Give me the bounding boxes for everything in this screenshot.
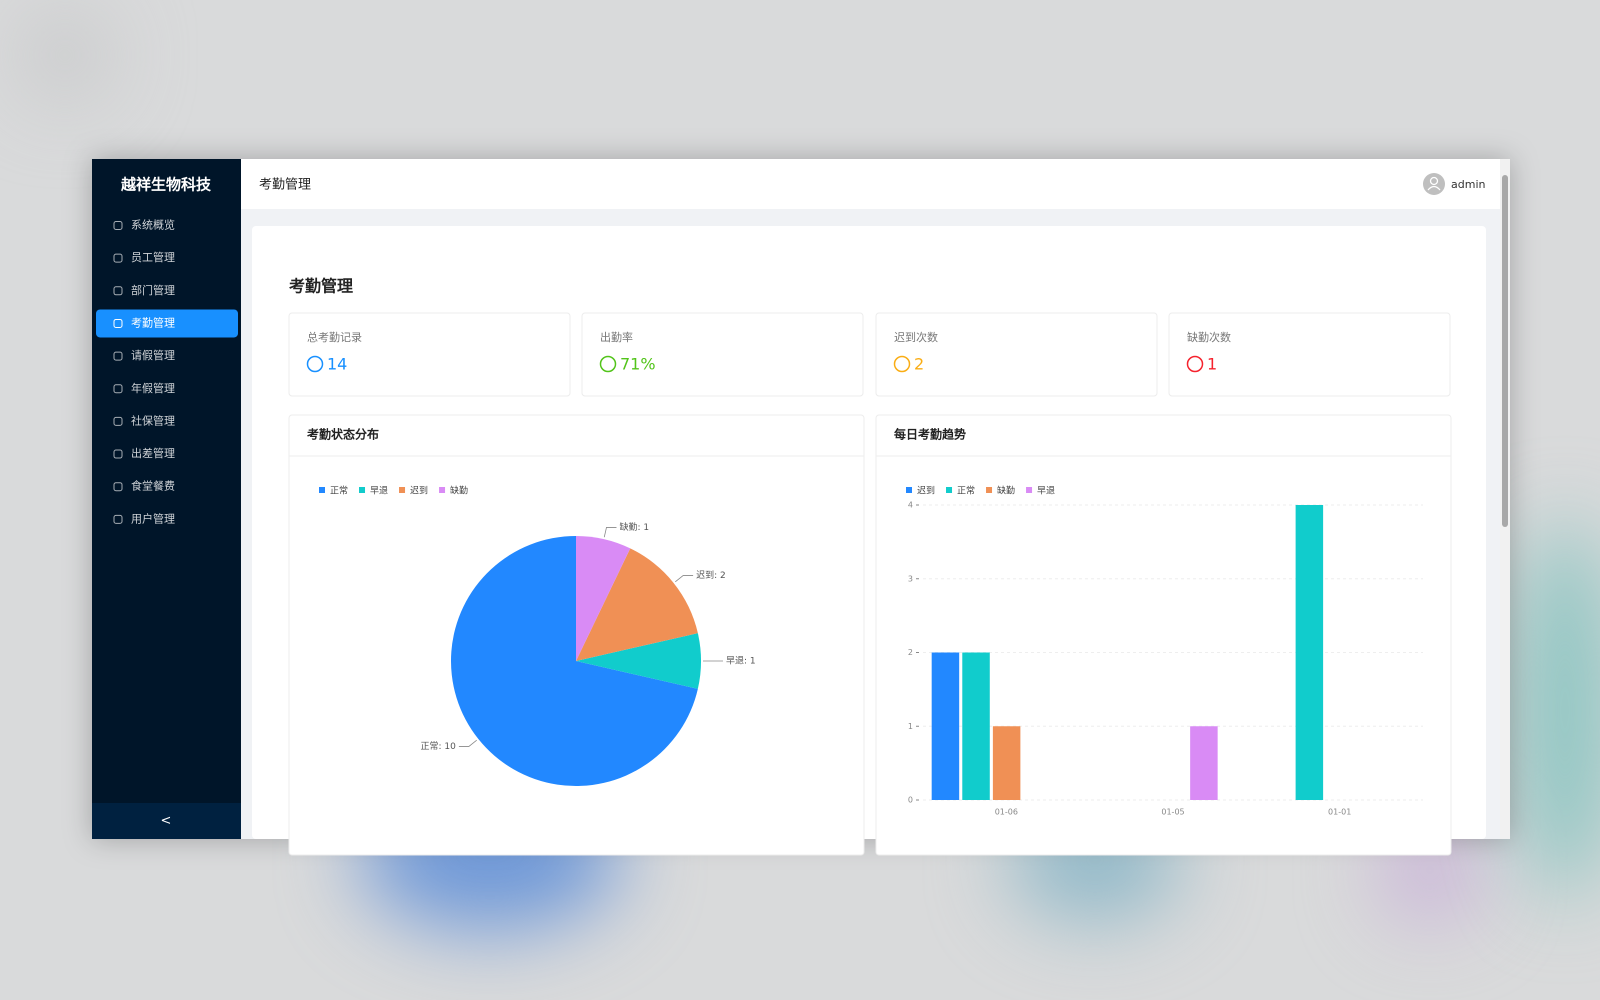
legend-swatch[interactable] bbox=[986, 487, 993, 493]
legend-swatch[interactable] bbox=[1026, 487, 1033, 493]
pie-leader bbox=[458, 739, 477, 747]
y-tick-label: 4 bbox=[908, 501, 913, 510]
menu-item[interactable]: 年假管理 bbox=[131, 381, 175, 395]
menu-icon bbox=[113, 286, 123, 296]
pie-label: 早退: 1 bbox=[726, 656, 756, 667]
menu-item[interactable]: 用户管理 bbox=[131, 511, 175, 525]
bg-blob bbox=[20, 10, 110, 100]
legend-swatch[interactable] bbox=[906, 487, 912, 493]
x-tick-label: 01-06 bbox=[995, 808, 1018, 817]
stat-icon bbox=[306, 355, 324, 373]
menu-icon bbox=[113, 318, 123, 328]
menu-icon bbox=[113, 482, 123, 492]
pie-slice[interactable] bbox=[576, 548, 698, 661]
chart-title: 每日考勤趋势 bbox=[894, 427, 966, 442]
legend-swatch[interactable] bbox=[399, 487, 406, 493]
scrollbar-thumb[interactable] bbox=[1502, 175, 1508, 527]
menu-active-bg[interactable] bbox=[96, 309, 238, 338]
stat-icon bbox=[893, 355, 911, 373]
chart-title: 考勤状态分布 bbox=[307, 427, 379, 442]
pie-slice[interactable] bbox=[576, 536, 631, 661]
legend-label[interactable]: 迟到 bbox=[410, 485, 428, 497]
legend-swatch[interactable] bbox=[946, 487, 953, 493]
stat-card bbox=[1168, 312, 1451, 397]
bar[interactable] bbox=[1190, 726, 1218, 800]
sidebar bbox=[92, 159, 241, 839]
menu-icon bbox=[113, 351, 123, 361]
bg-blob bbox=[1520, 520, 1600, 900]
bar[interactable] bbox=[1295, 505, 1324, 800]
stat-value: 1 bbox=[1207, 355, 1217, 374]
menu-icon bbox=[113, 384, 123, 394]
y-tick-label: 1 bbox=[908, 722, 913, 731]
legend-swatch[interactable] bbox=[359, 487, 366, 493]
menu-icon bbox=[113, 221, 123, 230]
x-tick-label: 01-05 bbox=[1161, 808, 1184, 817]
legend-swatch[interactable] bbox=[439, 487, 446, 493]
page-title: 考勤管理 bbox=[289, 277, 353, 296]
menu-item[interactable]: 系统概览 bbox=[131, 218, 175, 232]
pie-label: 正常: 10 bbox=[421, 740, 457, 752]
collapse-button[interactable]: < bbox=[161, 814, 172, 829]
stat-label: 迟到次数 bbox=[894, 330, 938, 344]
stat-card bbox=[581, 312, 864, 397]
legend-label[interactable]: 缺勤 bbox=[450, 485, 468, 497]
username[interactable]: admin bbox=[1451, 178, 1485, 191]
avatar-icon bbox=[1427, 185, 1441, 191]
stat-icon bbox=[1186, 355, 1204, 373]
stat-icon bbox=[599, 355, 617, 373]
header bbox=[241, 159, 1500, 209]
pie-leader bbox=[675, 575, 694, 583]
stat-value: 71% bbox=[620, 355, 656, 374]
stat-value: 2 bbox=[914, 355, 924, 374]
y-tick-label: 0 bbox=[908, 796, 913, 805]
menu-item[interactable]: 请假管理 bbox=[131, 348, 175, 362]
menu-item[interactable]: 员工管理 bbox=[131, 250, 175, 264]
bar[interactable] bbox=[931, 652, 960, 801]
pie-label: 缺勤: 1 bbox=[619, 521, 649, 533]
collapse-bar[interactable] bbox=[92, 803, 241, 839]
menu-icon bbox=[113, 449, 123, 459]
menu-icon bbox=[113, 514, 123, 524]
bar[interactable] bbox=[962, 652, 990, 801]
legend-label[interactable]: 迟到 bbox=[917, 485, 935, 497]
menu-item[interactable]: 出差管理 bbox=[131, 446, 175, 460]
brand: 越祥生物科技 bbox=[120, 176, 212, 194]
chart-card bbox=[875, 414, 1452, 856]
legend-label[interactable]: 缺勤 bbox=[997, 485, 1015, 497]
menu-item[interactable]: 部门管理 bbox=[131, 283, 175, 297]
stat-label: 出勤率 bbox=[600, 330, 633, 344]
header-title: 考勤管理 bbox=[259, 178, 311, 193]
menu-icon bbox=[113, 253, 123, 263]
pie-slice[interactable] bbox=[576, 633, 702, 689]
legend-label[interactable]: 早退 bbox=[370, 486, 388, 497]
legend-label[interactable]: 正常 bbox=[957, 485, 975, 497]
menu-item[interactable]: 考勤管理 bbox=[131, 315, 175, 329]
legend-label[interactable]: 早退 bbox=[1037, 486, 1055, 497]
legend-swatch[interactable] bbox=[319, 487, 325, 493]
y-tick-label: 3 bbox=[908, 574, 913, 583]
avatar-icon bbox=[1429, 176, 1439, 186]
stat-value: 14 bbox=[327, 355, 347, 374]
y-tick-label: 2 bbox=[908, 648, 913, 657]
pie-leader bbox=[603, 527, 617, 538]
stat-card bbox=[875, 312, 1158, 397]
menu-item[interactable]: 社保管理 bbox=[131, 413, 175, 427]
menu-icon bbox=[113, 416, 123, 426]
pie-slice[interactable] bbox=[451, 536, 698, 786]
x-tick-label: 01-01 bbox=[1328, 808, 1351, 817]
stat-label: 缺勤次数 bbox=[1187, 330, 1231, 344]
bar[interactable] bbox=[992, 726, 1021, 800]
pie-label: 迟到: 2 bbox=[696, 569, 726, 581]
menu-item[interactable]: 食堂餐费 bbox=[131, 479, 175, 493]
stat-card bbox=[288, 312, 571, 397]
stat-label: 总考勤记录 bbox=[307, 330, 362, 344]
legend-label[interactable]: 正常 bbox=[330, 485, 348, 497]
